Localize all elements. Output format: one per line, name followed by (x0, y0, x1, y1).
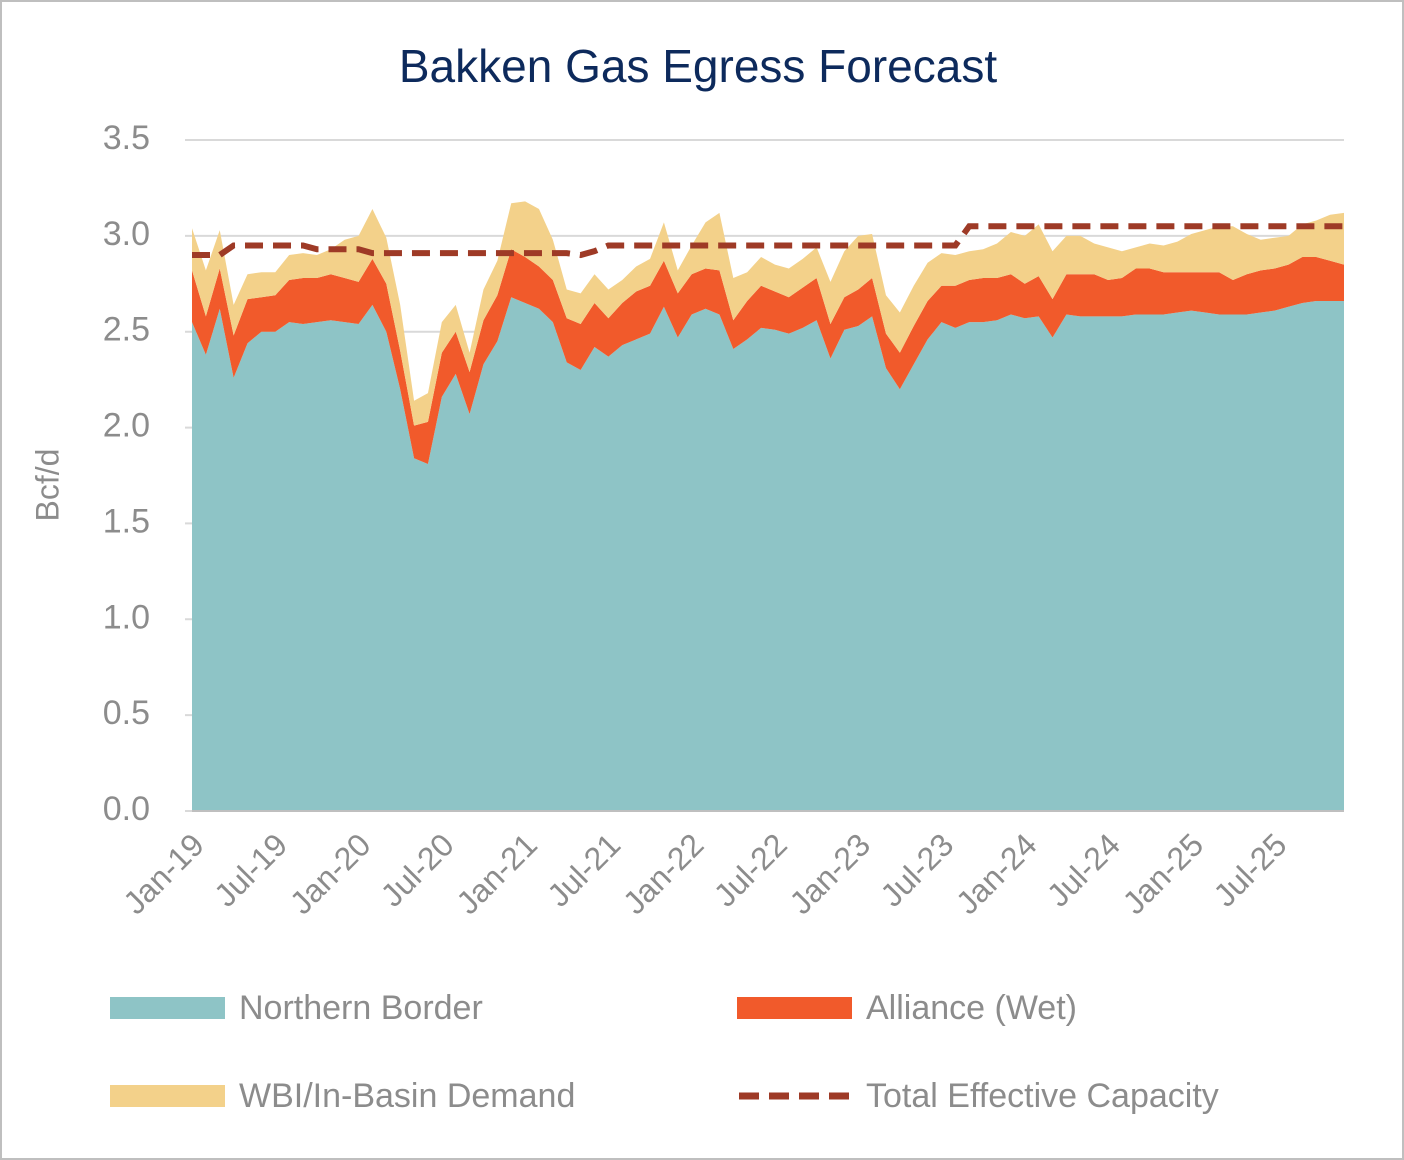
y-tick-label: 2.5 (103, 311, 150, 349)
legend-label: Northern Border (239, 989, 483, 1027)
y-tick-label: 1.0 (103, 598, 150, 636)
y-tick-label: 3.5 (103, 119, 150, 157)
legend-swatch (737, 997, 852, 1019)
y-axis-title: Bcf/d (29, 449, 65, 522)
legend-swatch (110, 997, 225, 1019)
y-tick-label: 2.0 (103, 407, 150, 445)
legend-label: WBI/In-Basin Demand (239, 1077, 575, 1115)
chart-title: Bakken Gas Egress Forecast (399, 40, 997, 92)
area (192, 297, 1344, 812)
legend-swatch (110, 1085, 225, 1107)
y-tick-label: 1.5 (103, 502, 150, 540)
y-tick-label: 0.0 (103, 790, 150, 828)
legend-label: Total Effective Capacity (866, 1077, 1219, 1115)
y-tick-label: 3.0 (103, 215, 150, 253)
legend-label: Alliance (Wet) (866, 989, 1077, 1027)
capacity-line (192, 223, 1344, 259)
area (192, 201, 1344, 426)
y-tick-label: 0.5 (103, 694, 150, 732)
area (192, 249, 1344, 464)
